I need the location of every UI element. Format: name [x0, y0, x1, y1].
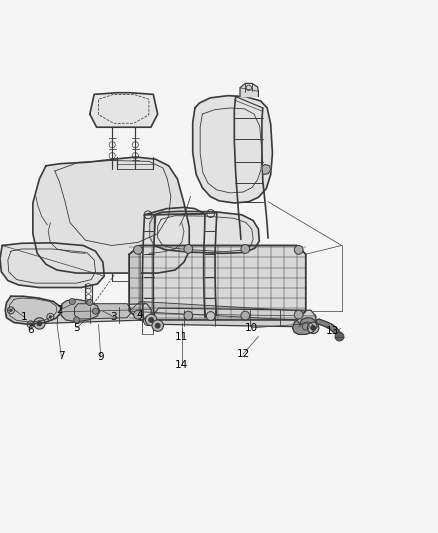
Text: 14: 14: [175, 360, 188, 369]
Polygon shape: [5, 296, 61, 324]
Polygon shape: [0, 243, 104, 287]
Circle shape: [155, 323, 160, 328]
Text: 6: 6: [27, 325, 34, 335]
Polygon shape: [37, 304, 151, 324]
Polygon shape: [129, 246, 140, 320]
Polygon shape: [74, 304, 131, 319]
Circle shape: [69, 298, 75, 304]
Circle shape: [92, 308, 99, 314]
Polygon shape: [154, 308, 315, 327]
Circle shape: [145, 314, 157, 326]
Polygon shape: [240, 84, 258, 96]
Text: 13: 13: [326, 326, 339, 336]
Text: 7: 7: [58, 351, 65, 361]
Circle shape: [134, 310, 142, 319]
Text: 3: 3: [110, 312, 117, 322]
Polygon shape: [293, 318, 317, 334]
Circle shape: [74, 317, 80, 323]
Circle shape: [148, 317, 154, 322]
Circle shape: [87, 300, 93, 305]
Circle shape: [307, 322, 319, 334]
Circle shape: [144, 317, 152, 326]
Polygon shape: [33, 157, 189, 273]
Text: 10: 10: [245, 323, 258, 333]
Polygon shape: [129, 246, 306, 320]
Circle shape: [49, 316, 52, 318]
Circle shape: [294, 310, 303, 319]
Circle shape: [10, 309, 12, 312]
Text: 11: 11: [175, 332, 188, 342]
Circle shape: [311, 325, 316, 330]
Text: 5: 5: [73, 323, 80, 333]
Circle shape: [241, 311, 250, 320]
Polygon shape: [129, 302, 306, 320]
Circle shape: [206, 312, 215, 320]
Circle shape: [134, 246, 142, 254]
Polygon shape: [37, 313, 316, 320]
Circle shape: [34, 318, 45, 329]
Polygon shape: [316, 319, 341, 339]
Circle shape: [37, 321, 42, 326]
Circle shape: [29, 323, 32, 326]
Circle shape: [294, 246, 303, 254]
Text: 2: 2: [56, 305, 63, 316]
Text: 12: 12: [237, 349, 250, 359]
Polygon shape: [150, 211, 259, 253]
Polygon shape: [90, 93, 158, 127]
Text: 4: 4: [137, 310, 144, 320]
Circle shape: [335, 332, 344, 341]
Circle shape: [152, 320, 163, 332]
Circle shape: [184, 311, 193, 320]
Polygon shape: [262, 165, 271, 174]
Polygon shape: [193, 96, 272, 203]
Circle shape: [184, 245, 193, 253]
Text: 9: 9: [97, 352, 104, 362]
Text: 1: 1: [21, 312, 28, 322]
Polygon shape: [60, 300, 100, 322]
Circle shape: [241, 245, 250, 253]
Polygon shape: [150, 215, 154, 246]
